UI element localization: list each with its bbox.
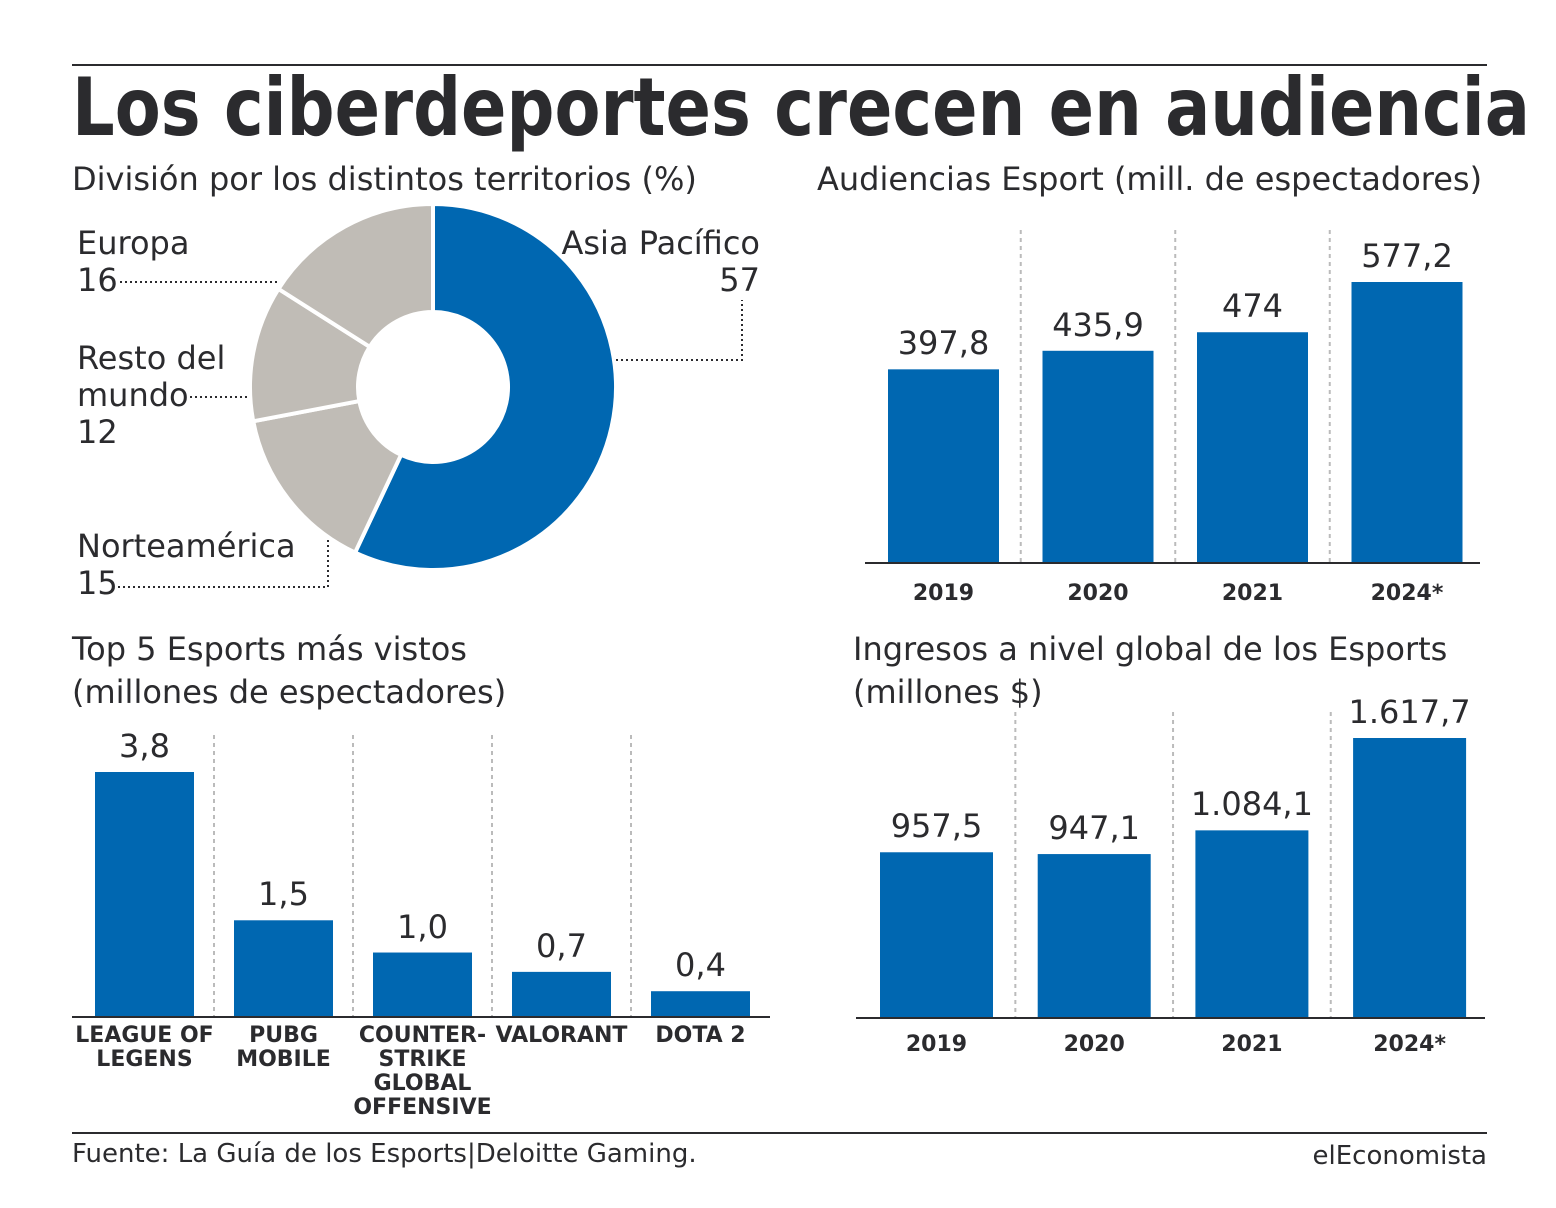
x-tick-label: 2019 [912,581,975,606]
bar [1195,830,1309,1018]
bar [888,369,999,563]
x-tick-label: 2020 [1063,1032,1125,1057]
value-label: 577,2 [1361,237,1453,275]
x-tick-label: COUNTER-STRIKE GLOBAL OFFENSIVE [353,1023,492,1120]
value-label: 1,0 [397,907,448,946]
bar [512,971,611,1017]
slice-value: 16 [77,261,118,299]
x-tick-label: 2020 [1067,581,1129,606]
pie-slice [275,201,435,350]
x-tick-label: 2024* [1373,1032,1446,1057]
slice-name: Asia Pacífico [561,224,760,262]
value-label: 1.617,7 [1348,693,1471,731]
bar [1042,350,1154,563]
slice-value: 12 [77,413,118,451]
chart-title: División por los distintos territorios (… [72,160,697,198]
x-tick-label: DOTA 2 [655,1023,746,1048]
chart-subtitle: (millones $) [853,673,1043,711]
chart-title: Ingresos a nivel global de los Esports [853,630,1448,668]
x-tick-label: VALORANT [495,1023,628,1048]
value-label: 1.084,1 [1190,785,1313,824]
slice-name: Europa [77,224,190,262]
slice-name: Norteamérica [77,527,296,565]
value-label: 0,4 [675,946,726,985]
bar [1197,332,1308,563]
brand: elEconomista [1312,1141,1487,1171]
x-tick-label: 2021 [1221,581,1284,606]
bar [95,772,194,1017]
chart-subtitle: (millones de espectadores) [72,673,507,711]
slice-value: 15 [77,564,118,602]
value-label: 1,5 [258,875,309,914]
pie-slice [250,398,404,556]
slice-label: Norteamérica 15 [77,528,377,602]
slice-name: Resto del mundo [77,339,226,414]
bar [1351,282,1463,563]
x-tick-label: 2021 [1221,1032,1283,1057]
pie-slice [248,286,373,424]
x-tick-label: 2019 [905,1032,968,1057]
page-title: Los ciberdeportes crecen en audiencia [72,61,1530,154]
x-tick-label: LEAGUE OF LEGENS [75,1023,214,1072]
chart-title: Top 5 Esports más vistos [72,630,467,668]
value-label: 957,5 [890,807,983,846]
value-label: 0,7 [536,926,587,965]
bar [1353,738,1467,1018]
bar [373,952,472,1017]
chart-title: Audiencias Esport (mill. de espectadores… [817,160,1483,198]
x-tick-label: PUBG MOBILE [236,1023,331,1072]
value-label: 397,8 [897,324,990,363]
value-label: 435,9 [1052,305,1144,344]
source: Fuente: La Guía de los Esports|Deloitte … [72,1139,697,1169]
bar [1037,854,1151,1018]
value-label: 3,8 [119,727,170,765]
x-tick-label: 2024* [1370,581,1444,606]
slice-label: Europa 16 [77,225,277,299]
value-label: 947,1 [1048,809,1140,848]
slice-label: Asia Pacífico 57 [540,225,760,299]
value-label: 474 [1221,287,1284,326]
bar [234,920,333,1017]
bar [651,991,750,1017]
slice-value: 57 [719,261,760,299]
bar [880,852,993,1018]
leader-line [616,300,743,361]
leader-line [118,540,329,588]
slice-label: Resto del mundo 12 [77,340,257,451]
pie-slice [352,201,618,572]
